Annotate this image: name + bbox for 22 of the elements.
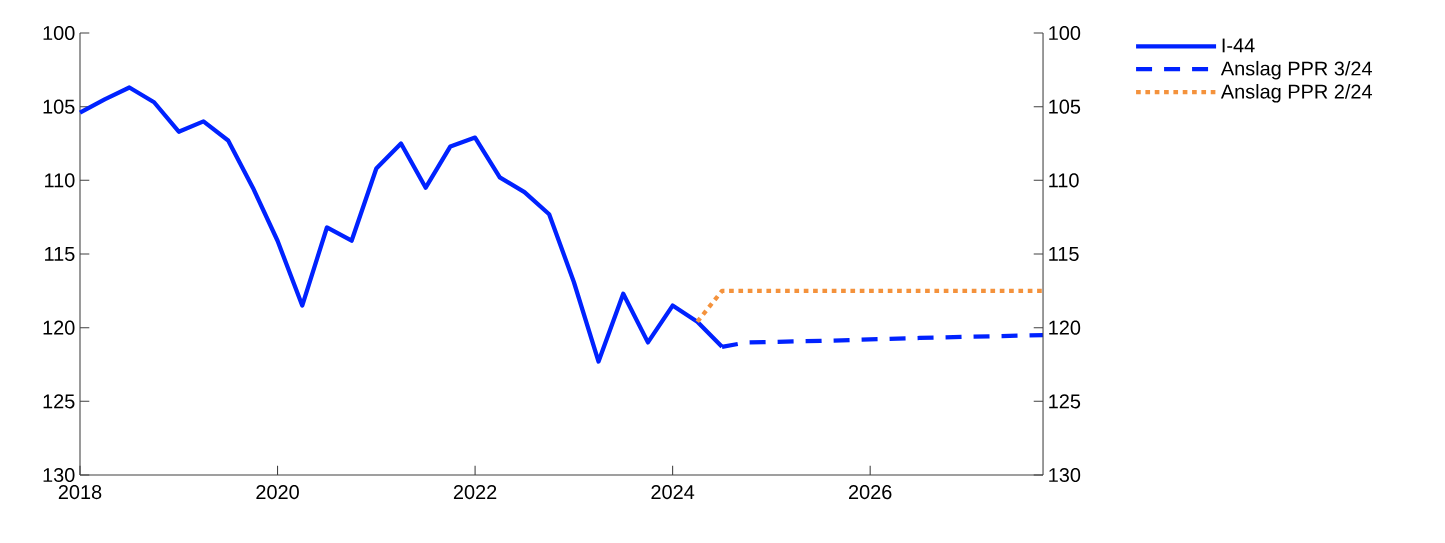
y-tick-label: 125 [43, 394, 75, 409]
x-tick-label: 2024 [651, 485, 695, 500]
y-tick-label: 100 [43, 25, 75, 41]
x-tick-label: 2020 [256, 485, 299, 500]
y-tick-label: 105 [43, 99, 75, 114]
x-tick-label: 2022 [453, 485, 497, 500]
y-tick-label: 130 [43, 467, 75, 483]
y2-tick-label: 115 [1049, 247, 1079, 261]
legend-label: Anslag PPR 2/24 [1220, 84, 1372, 103]
y2-tick-label: 105 [1049, 99, 1081, 114]
x-tick-label: 2018 [58, 485, 102, 500]
legend-label: Anslag PPR 3/24 [1220, 60, 1372, 80]
y-tick-label: 120 [43, 320, 75, 335]
y2-tick-label: 110 [1049, 173, 1079, 188]
y-tick-label: 115 [45, 247, 75, 261]
legend-label: I-44 [1222, 38, 1255, 53]
y2-tick-label: 125 [1049, 394, 1081, 409]
y2-tick-label: 100 [1049, 25, 1081, 41]
y2-tick-label: 130 [1049, 467, 1081, 483]
y2-tick-label: 120 [1049, 320, 1081, 335]
y-tick-label: 110 [45, 173, 75, 188]
x-tick-label: 2026 [849, 485, 892, 500]
